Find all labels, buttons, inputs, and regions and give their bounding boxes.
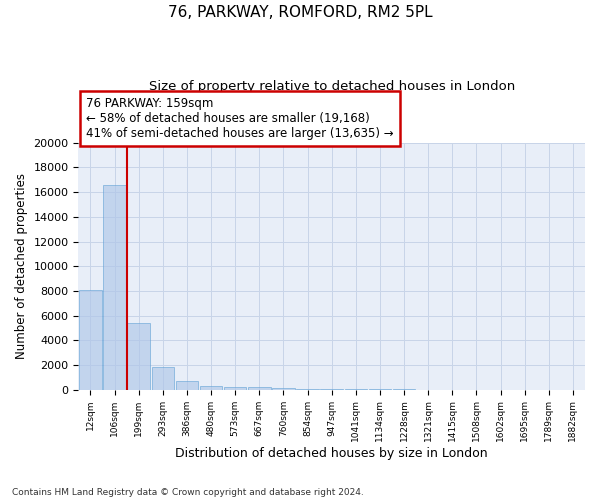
Bar [176, 381, 198, 390]
Bar [248, 388, 271, 390]
Bar [79, 290, 101, 390]
Bar [152, 367, 174, 390]
Bar [127, 323, 150, 390]
Text: Contains HM Land Registry data © Crown copyright and database right 2024.: Contains HM Land Registry data © Crown c… [12, 488, 364, 497]
X-axis label: Distribution of detached houses by size in London: Distribution of detached houses by size … [175, 447, 488, 460]
Bar [296, 388, 319, 390]
Title: Size of property relative to detached houses in London: Size of property relative to detached ho… [149, 80, 515, 93]
Bar [272, 388, 295, 390]
Y-axis label: Number of detached properties: Number of detached properties [15, 173, 28, 359]
Bar [224, 387, 247, 390]
Bar [103, 186, 126, 390]
Bar [200, 386, 223, 390]
Text: 76 PARKWAY: 159sqm
← 58% of detached houses are smaller (19,168)
41% of semi-det: 76 PARKWAY: 159sqm ← 58% of detached hou… [86, 98, 394, 140]
Text: 76, PARKWAY, ROMFORD, RM2 5PL: 76, PARKWAY, ROMFORD, RM2 5PL [167, 5, 433, 20]
